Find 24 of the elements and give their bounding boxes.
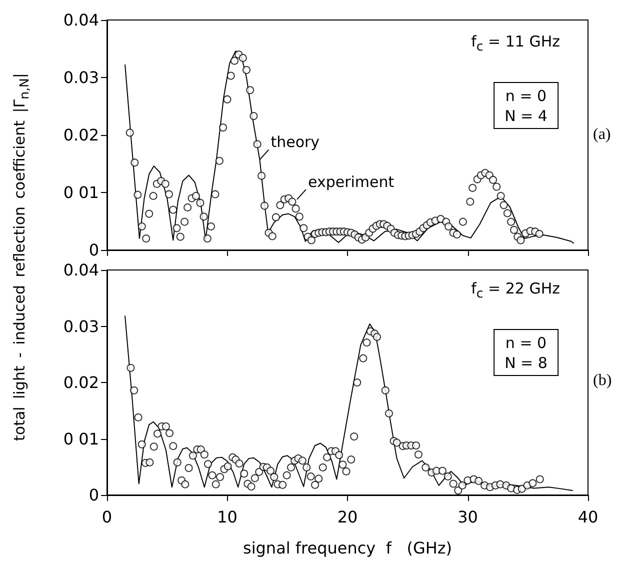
annotation: n = 0 N = 8 [494,329,558,376]
annotation: experiment [308,172,394,191]
annotation: theory [270,133,320,152]
x-tick-label: 0 [102,508,112,526]
y-tick-label: 0.02 [63,126,99,144]
y-tick-label: 0.03 [63,316,99,336]
y-tick-label: 0.04 [63,260,99,280]
y-tick-label: 0 01 [63,429,99,448]
annotation: n = 0 N = 4 [494,82,558,129]
x-axis-title: signal frequency f (GHz) [242,538,452,558]
text: (b) [593,371,612,391]
y-tick-label: 0.03 [63,68,99,87]
annotation: f$_{c}$ = 22 GHz [471,278,560,302]
text: (a) [593,125,611,145]
y-tick-label: 0.04 [63,10,99,30]
y-tick-label: 0 [88,240,99,260]
y-tick-label: 0 [88,486,99,504]
x-tick-label: 10 [217,508,238,526]
x-tick-label: 20 [337,508,358,526]
x-tick-label: 30 [458,508,478,526]
annotation: f$_{c}$ = 11 GHz [471,32,560,56]
y-tick-label: 0.02 [63,373,99,392]
x-tick-label: 40 [578,508,598,526]
y-tick-label: 0 01 [63,183,99,202]
